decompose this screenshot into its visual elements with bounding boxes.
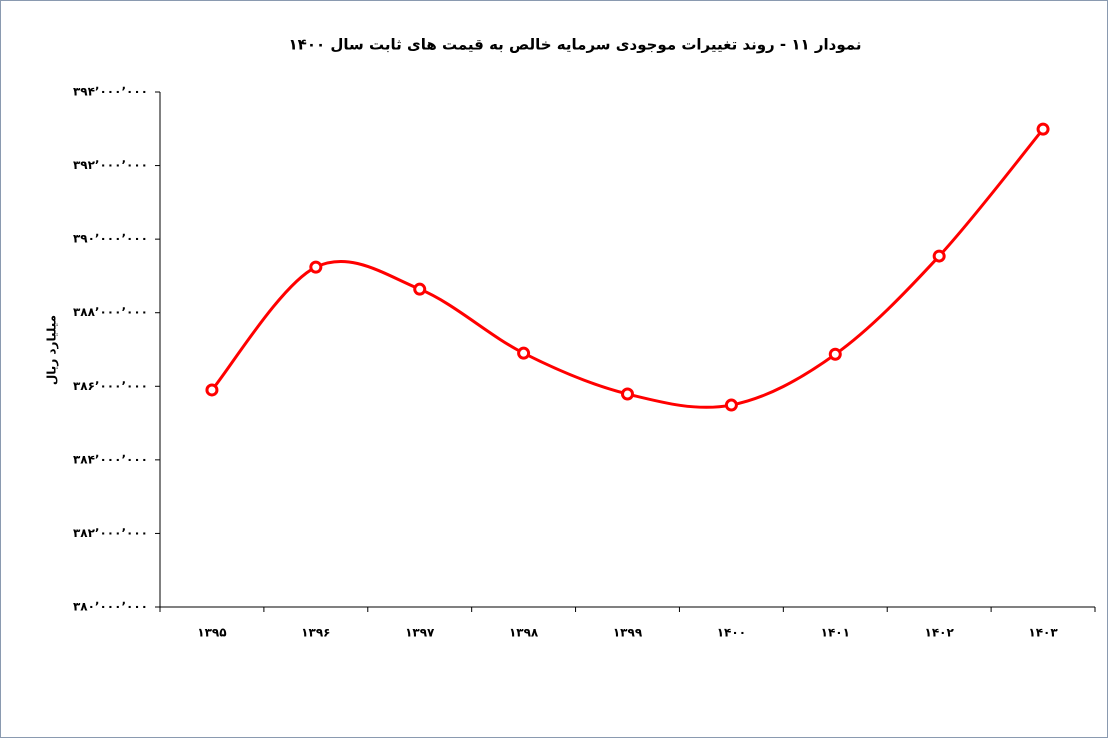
y-tick-label: ۳۸۰٬۰۰۰٬۰۰۰	[73, 600, 148, 614]
marker	[517, 346, 531, 360]
marker	[413, 282, 427, 296]
y-tick-label: ۳۹۲٬۰۰۰٬۰۰۰	[73, 158, 148, 172]
x-tick-label: ۱۳۹۶	[301, 626, 330, 640]
marker	[1036, 122, 1050, 136]
marker	[828, 347, 842, 361]
x-tick-label: ۱۴۰۰	[717, 626, 746, 640]
x-tick-label: ۱۴۰۱	[821, 626, 850, 640]
chart-title: نمودار ۱۱ - روند تغییرات موجودی سرمایه خ…	[289, 36, 862, 54]
y-axis-label: میلیارد ریال	[45, 315, 59, 385]
marker	[932, 249, 946, 263]
y-tick-label: ۳۸۲٬۰۰۰٬۰۰۰	[73, 526, 148, 540]
x-tick-label: ۱۴۰۲	[925, 626, 955, 640]
x-tick-label: ۱۳۹۷	[405, 626, 435, 640]
x-tick-label: ۱۳۹۹	[613, 626, 643, 640]
y-tick-label: ۳۸۶٬۰۰۰٬۰۰۰	[73, 379, 148, 393]
marker	[309, 260, 323, 274]
x-tick-label: ۱۳۹۸	[509, 626, 539, 640]
marker	[205, 383, 219, 397]
x-tick-label: ۱۴۰۳	[1028, 626, 1058, 640]
marker	[621, 387, 634, 401]
x-tick-label: ۱۳۹۵	[197, 626, 226, 640]
y-tick-label: ۳۹۴٬۰۰۰٬۰۰۰	[73, 85, 148, 99]
y-tick-label: ۳۸۴٬۰۰۰٬۰۰۰	[73, 452, 148, 466]
y-tick-label: ۳۸۸٬۰۰۰٬۰۰۰	[73, 305, 148, 319]
y-tick-label: ۳۹۰٬۰۰۰٬۰۰۰	[73, 232, 148, 246]
marker	[724, 398, 738, 412]
